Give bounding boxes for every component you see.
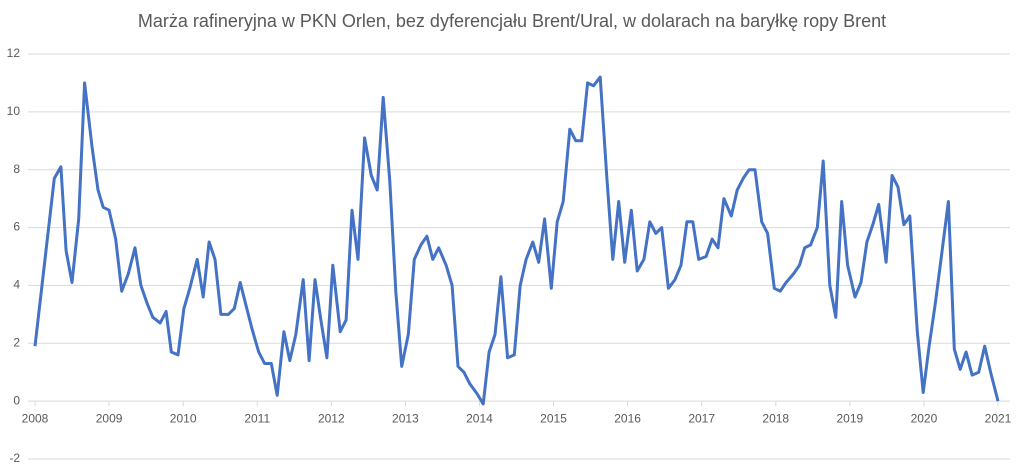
x-tick-label: 2014: [466, 411, 493, 425]
x-tick-label: 2010: [170, 411, 197, 425]
y-tick-label: -2: [9, 451, 20, 465]
x-tick-label: 2013: [392, 411, 419, 425]
x-tick-label: 2009: [96, 411, 123, 425]
x-tick-label: 2008: [22, 411, 49, 425]
x-tick-label: 2015: [540, 411, 567, 425]
y-tick-label: 4: [13, 278, 20, 292]
x-tick-label: 2012: [318, 411, 345, 425]
x-tick-label: 2021: [985, 411, 1012, 425]
y-tick-label: 2: [13, 335, 20, 349]
y-tick-label: 8: [13, 162, 20, 176]
x-tick-label: 2018: [762, 411, 789, 425]
x-tick-label: 2019: [836, 411, 863, 425]
chart-title: Marża rafineryjna w PKN Orlen, bez dyfer…: [138, 11, 886, 31]
x-tick-label: 2011: [244, 411, 270, 425]
y-tick-label: 12: [7, 46, 21, 60]
y-tick-label: 6: [13, 220, 20, 234]
x-tick-label: 2017: [688, 411, 715, 425]
y-tick-label: 10: [7, 104, 21, 118]
x-tick-label: 2016: [614, 411, 641, 425]
y-tick-label: 0: [13, 393, 20, 407]
data-line: [33, 75, 1000, 406]
x-tick-label: 2020: [911, 411, 938, 425]
